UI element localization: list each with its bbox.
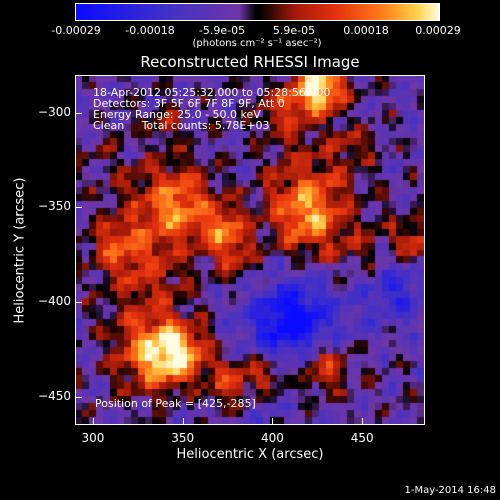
colorbar-tick-label: -5.9e-05	[198, 24, 246, 37]
plot-area: 18-Apr-2012 05:25:32.000 to 05:28:56.000…	[75, 75, 425, 425]
chart-title: Reconstructed RHESSI Image	[140, 53, 360, 71]
peak-position-annotation: Position of Peak = [425,-285]	[95, 397, 256, 410]
x-tick	[272, 418, 274, 425]
energy-range-annotation: Energy Range: 25.0 - 50.0 keV	[93, 108, 261, 121]
x-tick	[182, 418, 184, 425]
x-tick-label: 350	[171, 431, 195, 445]
y-tick	[75, 302, 82, 304]
time-range-annotation: 18-Apr-2012 05:25:32.000 to 05:28:56.000	[93, 86, 331, 99]
colorbar-tick-label: -0.00029	[51, 24, 101, 37]
x-tick-label: 400	[260, 431, 284, 445]
date-stamp: 1-May-2014 16:48	[404, 485, 496, 496]
x-tick-label: 300	[81, 431, 105, 445]
y-tick	[75, 396, 82, 398]
colorbar-tick-label: 0.00018	[343, 24, 389, 37]
clean-counts-annotation: Clean Total counts: 5.78E+03	[93, 119, 270, 132]
y-tick-label: −350	[38, 199, 71, 214]
heatmap-image	[76, 76, 424, 424]
y-tick-label: −400	[38, 294, 71, 309]
x-tick	[362, 418, 364, 425]
colorbar-tick-label: -0.00018	[125, 24, 175, 37]
colorbar	[75, 3, 440, 21]
x-axis-label: Heliocentric X (arcsec)	[176, 447, 324, 462]
colorbar-tick-label: 5.9e-05	[272, 24, 316, 37]
colorbar-tick-label: 0.00029	[415, 24, 461, 37]
detectors-annotation: Detectors: 3F 5F 6F 7F 8F 9F, Att 0	[93, 97, 285, 110]
y-axis-label: Heliocentric Y (arcsec)	[12, 177, 28, 324]
x-tick	[92, 418, 94, 425]
y-tick-label: −450	[38, 388, 71, 403]
y-tick	[75, 207, 82, 209]
y-tick-label: −300	[38, 104, 71, 119]
y-tick	[75, 112, 82, 114]
x-tick-label: 450	[350, 431, 374, 445]
colorbar-unit-label: (photons cm⁻² s⁻¹ asec⁻²)	[192, 38, 322, 49]
